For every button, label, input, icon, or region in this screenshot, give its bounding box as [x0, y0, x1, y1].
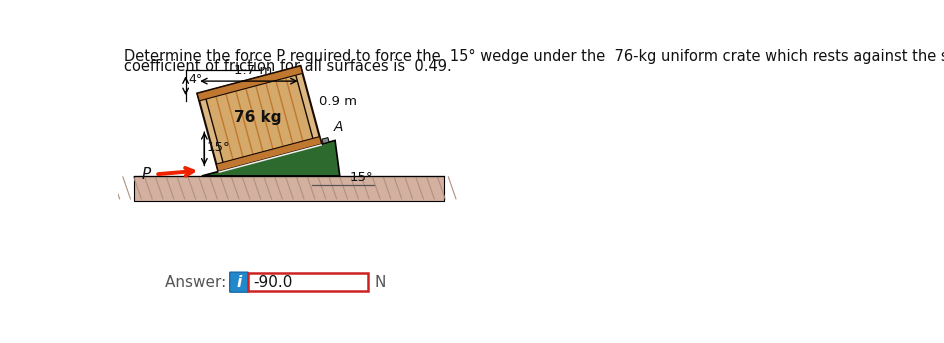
Text: A: A	[333, 120, 343, 134]
Text: 76 kg: 76 kg	[234, 110, 281, 125]
Text: -90.0: -90.0	[253, 275, 292, 290]
Text: 15°: 15°	[207, 141, 230, 154]
Polygon shape	[216, 137, 321, 172]
FancyBboxPatch shape	[248, 273, 368, 292]
Text: 1.7 m: 1.7 m	[233, 64, 272, 77]
Polygon shape	[133, 176, 443, 201]
Text: 0.9 m: 0.9 m	[318, 95, 357, 108]
Text: 15°: 15°	[348, 171, 372, 184]
Text: Determine the force P required to force the  15° wedge under the  76-kg uniform : Determine the force P required to force …	[125, 49, 944, 64]
Polygon shape	[197, 66, 302, 101]
Text: Answer: P =: Answer: P =	[164, 275, 258, 290]
Text: P: P	[142, 167, 150, 182]
Polygon shape	[202, 140, 340, 176]
Text: N: N	[374, 275, 385, 290]
Text: 4°: 4°	[188, 73, 202, 86]
Polygon shape	[206, 74, 312, 163]
Polygon shape	[197, 66, 321, 172]
Text: i: i	[236, 275, 242, 290]
Polygon shape	[322, 138, 329, 144]
Text: coefficient of friction for all surfaces is  0.49.: coefficient of friction for all surfaces…	[125, 59, 451, 74]
FancyBboxPatch shape	[229, 272, 248, 292]
Polygon shape	[218, 144, 322, 173]
